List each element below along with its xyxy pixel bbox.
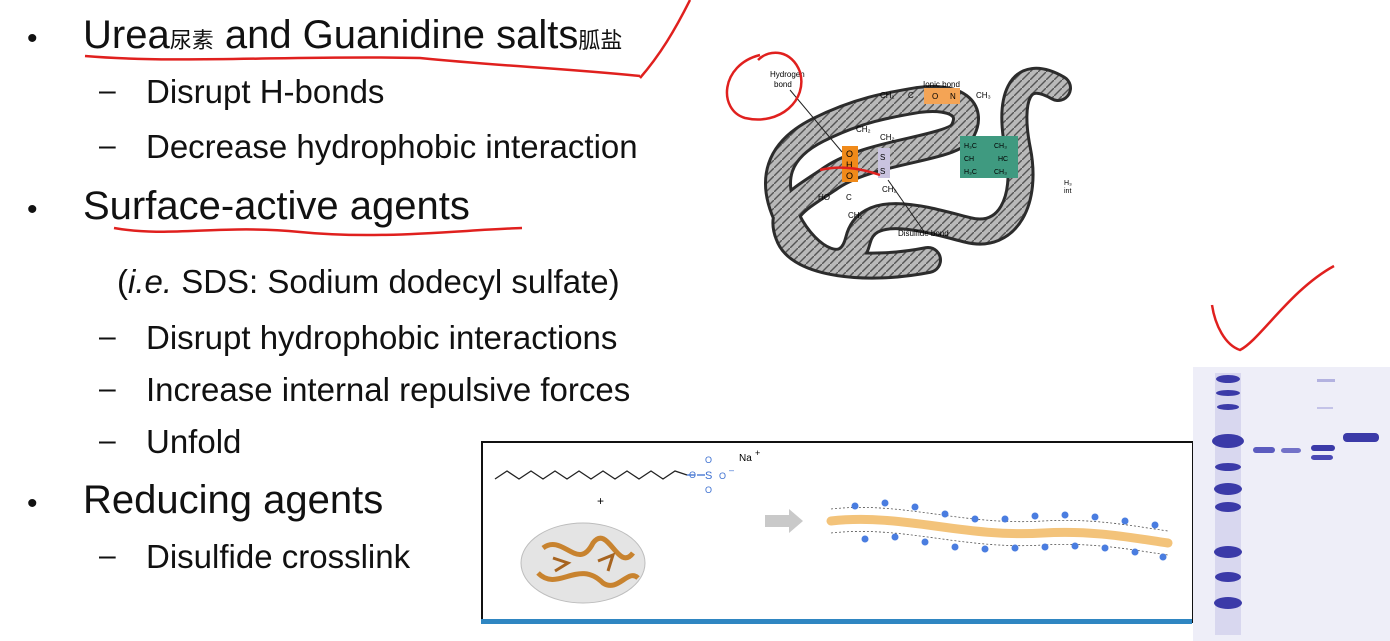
atom-label: CH₃ <box>976 91 991 100</box>
atom-label: HC <box>998 156 1008 163</box>
dash-marker: – <box>99 129 116 162</box>
atom-label: CH₂ <box>856 125 871 134</box>
charge-label: – <box>729 465 734 475</box>
bullet-urea: Urea尿素 and Guanidine salts胍盐 <box>83 13 622 58</box>
atom-label: O <box>846 149 853 159</box>
sds-charge-dots <box>851 499 1167 561</box>
sub-item: Disulfide crosslink <box>146 538 411 575</box>
sub-item: Disrupt H-bonds <box>146 73 385 110</box>
atom-label: H₃C <box>964 143 977 150</box>
ionic-bond-highlight <box>924 88 960 104</box>
checkmark <box>1210 264 1335 352</box>
transition-arrow <box>765 509 803 533</box>
dash-marker: – <box>99 539 116 572</box>
atom-label: C <box>908 91 914 100</box>
unfolded-protein <box>826 514 1173 548</box>
note-prefix: ( <box>117 263 128 300</box>
atom-label: O <box>932 92 938 101</box>
ionic-bond-label: Ionic bond <box>923 80 960 89</box>
bullet-marker: • <box>27 193 38 226</box>
atom-label: S <box>880 153 885 162</box>
protein-structure-figure: O H O CH₂ HO C CH₂ S S CH₂ CH₂ Disulfide… <box>718 40 1088 290</box>
atom-label: CH₂ <box>880 133 895 142</box>
atom-label: N <box>950 92 956 101</box>
atom-label: H <box>846 160 853 170</box>
dash-marker: – <box>99 424 116 457</box>
hydrogen-bond-label: bond <box>774 80 792 89</box>
figure-bottom-bar <box>481 619 1192 624</box>
atom-label: CH₂ <box>848 211 863 220</box>
plus-sign: + <box>597 494 604 508</box>
folded-protein <box>520 522 646 604</box>
protein-structure-svg: O H O CH₂ HO C CH₂ S S CH₂ CH₂ Disulfide… <box>764 66 1072 280</box>
bullet-marker: • <box>27 22 38 55</box>
atom-label: O <box>705 485 712 495</box>
sub-item: Disrupt hydrophobic interactions <box>146 319 618 356</box>
gel-svg <box>1193 367 1390 641</box>
atom-label: S <box>705 470 712 482</box>
bullet-text-cont: and Guanidine salts <box>213 13 579 57</box>
bullet-marker: • <box>27 487 38 520</box>
cjk-annotation: 尿素 <box>169 28 214 53</box>
charge-label: + <box>755 448 760 458</box>
dash-marker: – <box>99 372 116 405</box>
sds-diagram-svg: O S O O O – Na + + <box>494 448 1173 604</box>
dash-marker: – <box>99 74 116 107</box>
sub-item: Increase internal repulsive forces <box>146 371 631 408</box>
disulfide-bond-label: Disulfide bond <box>898 229 949 238</box>
atom-label: CH <box>964 156 974 163</box>
atom-label: CH₂ <box>880 91 895 100</box>
dash-marker: – <box>99 320 116 353</box>
bullet-reducing-agents: Reducing agents <box>83 478 384 522</box>
slash-stroke <box>639 0 692 79</box>
sds-tail <box>494 470 688 480</box>
atom-label: O <box>689 470 696 480</box>
underline-surface-active <box>113 226 523 237</box>
atom-label: CH₃ <box>994 143 1007 150</box>
sodium-label: Na <box>739 453 752 464</box>
protein-ribbon <box>536 535 640 588</box>
sds-note: (i.e. SDS: Sodium dodecyl sulfate) <box>117 263 620 301</box>
sds-denaturation-figure: O S O O O – Na + + <box>481 441 1194 623</box>
hydrophobic-interaction-highlight <box>960 136 1018 178</box>
bullet-text: Urea <box>83 13 170 57</box>
atom-label: H₃C <box>964 169 977 176</box>
atom-label: O <box>705 455 712 465</box>
atom-label: C <box>846 193 852 202</box>
sub-item: Unfold <box>146 423 242 460</box>
atom-label: CH₂ <box>882 185 897 194</box>
atom-label: O <box>719 471 726 481</box>
cjk-annotation: 胍盐 <box>578 28 623 53</box>
truncated-label: int <box>1064 188 1071 195</box>
atom-label: O <box>846 171 853 181</box>
ladder-bands <box>1212 375 1244 609</box>
sds-page-gel-image <box>1193 367 1390 641</box>
atom-label: CH₃ <box>994 169 1007 176</box>
disulfide-highlight <box>878 148 890 178</box>
truncated-label: H₃ <box>1064 180 1072 187</box>
note-ie: i.e. <box>128 263 173 300</box>
atom-label: HO <box>818 193 830 202</box>
bullet-surface-active: Surface-active agents <box>83 184 470 228</box>
note-rest: SDS: Sodium dodecyl sulfate) <box>172 263 620 300</box>
sub-item: Decrease hydrophobic interaction <box>146 128 638 165</box>
hydrogen-bond-label: Hydrogen <box>770 70 805 79</box>
atom-label: S <box>880 167 885 176</box>
